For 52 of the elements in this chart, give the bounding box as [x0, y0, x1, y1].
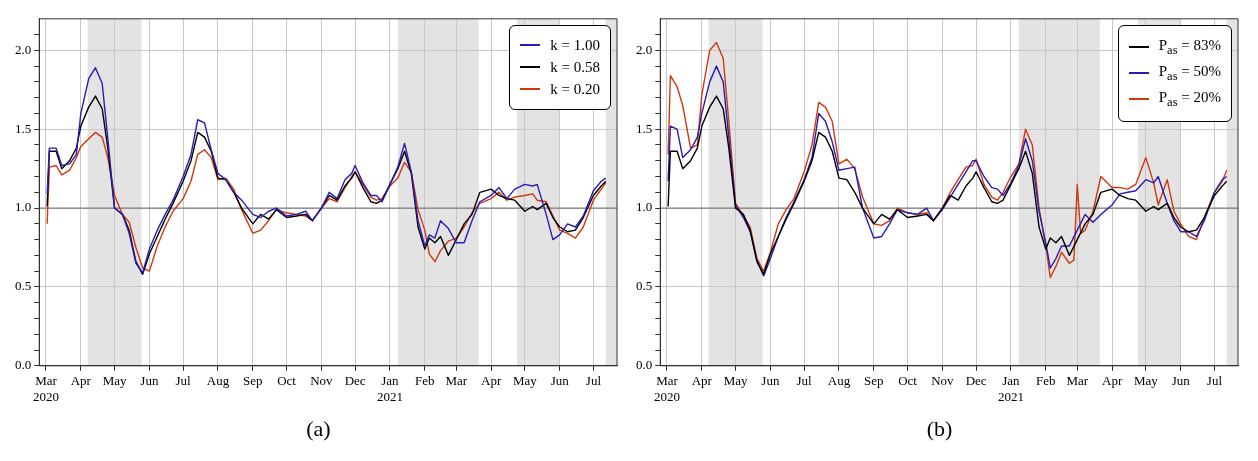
x-tick-label: Mar 2020 — [32, 373, 59, 404]
x-tick-label: Jun — [1171, 373, 1191, 389]
x-tick-label: Nov — [310, 373, 334, 389]
x-tick-label: Sep — [243, 373, 263, 389]
x-tick-label: Feb — [415, 373, 435, 389]
y-tick-label: 0.5 — [636, 278, 653, 294]
y-tick-label: 2.0 — [15, 41, 32, 57]
y-tick-label: 0.0 — [15, 357, 32, 373]
x-tick-label: Apr — [1102, 373, 1123, 389]
x-tick-label: Nov — [931, 373, 955, 389]
x-tick-label: Mar — [445, 373, 468, 389]
x-tick-label: Jul — [796, 373, 813, 389]
text: (a) — [305, 416, 332, 442]
legend-label: P$_{as}$ = 50% — [1158, 62, 1221, 84]
legend-label: P$_{as}$ = 20% — [1158, 88, 1221, 110]
x-tick-label: May — [1133, 373, 1159, 389]
x-tick-label: Dec — [344, 373, 366, 389]
x-tick-label: Jun — [140, 373, 159, 389]
y-tick-label: 1.0 — [636, 199, 653, 215]
x-tick-label: Jan 2021 — [997, 373, 1024, 404]
x-tick-label: Jun — [550, 373, 570, 389]
y-tick-label: 1.5 — [15, 120, 32, 136]
y-tick-label: 0.0 — [636, 357, 653, 373]
x-tick-label: Jun — [761, 373, 780, 389]
x-tick-label: Jul — [585, 373, 602, 389]
y-tick-label: 0.5 — [15, 278, 32, 294]
x-tick-label: Apr — [691, 373, 713, 389]
text: (b) — [925, 416, 954, 442]
legend-label: P$_{as}$ = 83% — [1158, 36, 1221, 58]
legend-label: k = 0.58 — [550, 58, 600, 76]
x-tick-label: Sep — [864, 373, 884, 389]
x-tick-label: Dec — [965, 373, 987, 389]
x-tick-label: Mar — [1066, 373, 1089, 389]
y-tick-label: 1.0 — [15, 199, 32, 215]
x-tick-label: May — [102, 373, 127, 389]
x-tick-label: Jul — [175, 373, 192, 389]
y-tick-label: 1.5 — [636, 120, 653, 136]
x-tick-label: Mar 2020 — [653, 373, 680, 404]
legend-label: k = 0.20 — [550, 80, 600, 98]
x-tick-label: Oct — [898, 373, 918, 389]
x-tick-label: Aug — [827, 373, 851, 389]
x-tick-label: Aug — [206, 373, 230, 389]
legend-label: k = 1.00 — [550, 36, 600, 54]
x-tick-label: Jan 2021 — [376, 373, 403, 404]
x-tick-label: Jul — [1206, 373, 1223, 389]
x-tick-label: Oct — [277, 373, 297, 389]
x-tick-label: Feb — [1036, 373, 1056, 389]
x-tick-label: May — [723, 373, 748, 389]
y-tick-label: 2.0 — [636, 41, 653, 57]
x-tick-label: May — [512, 373, 538, 389]
x-tick-label: Apr — [70, 373, 92, 389]
x-tick-label: Apr — [481, 373, 502, 389]
